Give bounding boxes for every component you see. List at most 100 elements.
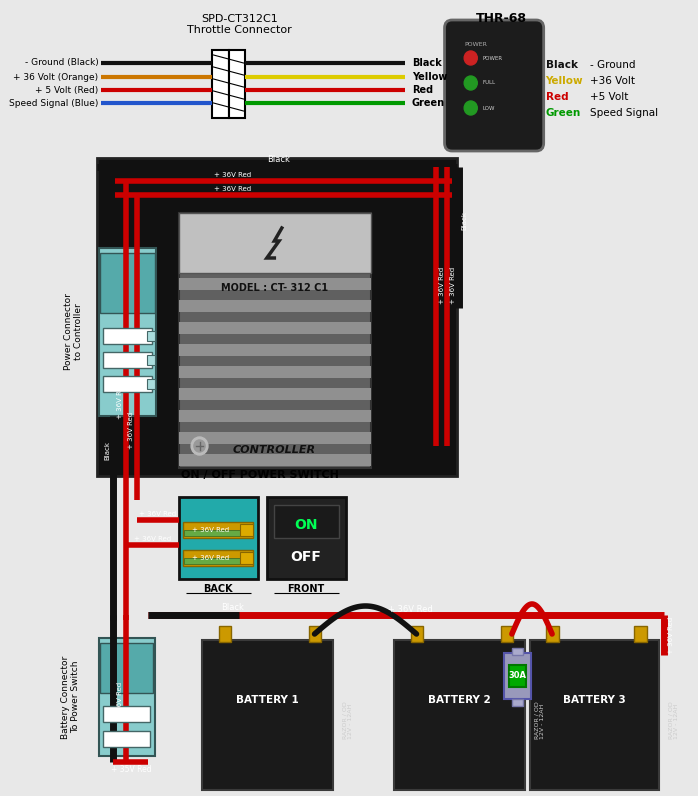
Bar [98, 248, 156, 416]
Text: BATTERY 1: BATTERY 1 [237, 695, 299, 705]
Bar [179, 213, 371, 273]
Bar [98, 638, 155, 756]
Text: POWER: POWER [464, 42, 487, 48]
Text: + 36V Red: + 36V Red [387, 604, 432, 614]
Bar [512, 699, 523, 706]
Text: 30A: 30A [509, 672, 526, 681]
Circle shape [464, 101, 477, 115]
Bar [512, 648, 523, 655]
Text: RAZOR / OD
12V - 12AH: RAZOR / OD 12V - 12AH [535, 701, 545, 739]
Text: ON: ON [295, 518, 318, 532]
Bar [179, 388, 371, 400]
Bar [509, 665, 526, 687]
Text: Red: Red [412, 85, 433, 95]
Text: + 36V Red: + 36V Red [134, 536, 171, 542]
Text: OFF: OFF [290, 550, 322, 564]
Text: FULL: FULL [483, 80, 496, 85]
Text: CONTROLLER: CONTROLLER [232, 445, 316, 455]
Bar [183, 522, 253, 538]
Bar [228, 50, 245, 118]
Bar [211, 50, 228, 118]
Bar [309, 626, 321, 642]
Bar [179, 344, 371, 356]
Text: SPD-CT312C1: SPD-CT312C1 [201, 14, 278, 24]
Bar [179, 497, 258, 579]
Text: - Ground (Black): - Ground (Black) [24, 58, 98, 68]
Text: Yellow: Yellow [412, 72, 447, 82]
Bar [274, 505, 339, 538]
Bar [184, 558, 246, 564]
Bar [103, 328, 152, 344]
Bar [505, 653, 530, 699]
Text: Black: Black [546, 60, 577, 70]
Text: Black: Black [267, 155, 290, 165]
Bar [267, 497, 346, 579]
Text: + 36V Red: + 36V Red [128, 412, 134, 449]
Text: + 36V Red: + 36V Red [450, 267, 456, 303]
Bar [184, 530, 246, 536]
Circle shape [464, 76, 477, 90]
Bar [179, 322, 371, 334]
Text: FRONT: FRONT [288, 584, 325, 594]
Bar [179, 366, 371, 378]
Bar [183, 550, 253, 566]
Bar [411, 626, 423, 642]
Bar [179, 454, 371, 466]
Bar [202, 640, 333, 790]
Text: BATTERY 2: BATTERY 2 [428, 695, 491, 705]
Text: MODEL : CT- 312 C1: MODEL : CT- 312 C1 [221, 283, 328, 293]
Circle shape [464, 51, 477, 65]
Bar [101, 253, 155, 313]
Text: THR-68: THR-68 [476, 12, 527, 25]
Bar [103, 352, 152, 368]
Bar [179, 300, 371, 312]
Text: + 36 Volt (Orange): + 36 Volt (Orange) [13, 72, 98, 81]
Text: Green: Green [412, 98, 445, 108]
Bar [101, 643, 153, 693]
Text: Speed Signal (Blue): Speed Signal (Blue) [9, 99, 98, 107]
Text: + 5 Volt (Red): + 5 Volt (Red) [36, 85, 98, 95]
Text: Black: Black [461, 210, 467, 229]
Bar [147, 355, 155, 365]
Text: Battery Connector
To Power Switch: Battery Connector To Power Switch [61, 655, 80, 739]
Bar [103, 376, 152, 392]
Bar [394, 640, 525, 790]
Bar [103, 706, 150, 722]
Text: Black: Black [105, 440, 111, 459]
Text: + 36V Red: + 36V Red [117, 381, 123, 419]
Bar [147, 331, 155, 341]
Circle shape [191, 437, 208, 455]
Text: RAZOR / OD
12V - 12AH: RAZOR / OD 12V - 12AH [343, 701, 353, 739]
Text: Black: Black [221, 603, 244, 612]
Text: Black: Black [412, 58, 442, 68]
Text: + 36V Red: + 36V Red [192, 527, 230, 533]
Text: Red: Red [546, 92, 568, 102]
Text: + 35V Red: + 35V Red [111, 766, 151, 775]
Text: RAZOR / OD
12V - 12AH: RAZOR / OD 12V - 12AH [668, 701, 679, 739]
Text: Power Connector
to Controller: Power Connector to Controller [64, 294, 83, 370]
Text: + 36V Red: + 36V Red [117, 681, 123, 719]
Text: Speed Signal: Speed Signal [591, 108, 659, 118]
Text: + 36V Red: + 36V Red [668, 616, 674, 654]
Text: BATTERY 3: BATTERY 3 [563, 695, 625, 705]
Bar [147, 379, 155, 389]
Text: Yellow: Yellow [546, 76, 584, 86]
Bar [239, 524, 253, 536]
Bar [219, 626, 231, 642]
Text: + 36V Red: + 36V Red [192, 555, 230, 561]
Text: + 36V Red: + 36V Red [214, 186, 251, 192]
Bar [179, 432, 371, 444]
Bar [547, 626, 558, 642]
Text: + 36V Red: + 36V Red [139, 511, 176, 517]
Text: + 36V Red: + 36V Red [439, 267, 445, 303]
Bar [96, 158, 456, 476]
Text: +5 Volt: +5 Volt [591, 92, 629, 102]
Text: POWER: POWER [483, 56, 503, 60]
Text: +36 Volt: +36 Volt [591, 76, 635, 86]
Bar [239, 552, 253, 564]
Bar [500, 626, 513, 642]
Text: BACK: BACK [203, 584, 233, 594]
Bar [179, 213, 371, 468]
Bar [103, 731, 150, 747]
Text: LOW: LOW [483, 106, 496, 111]
